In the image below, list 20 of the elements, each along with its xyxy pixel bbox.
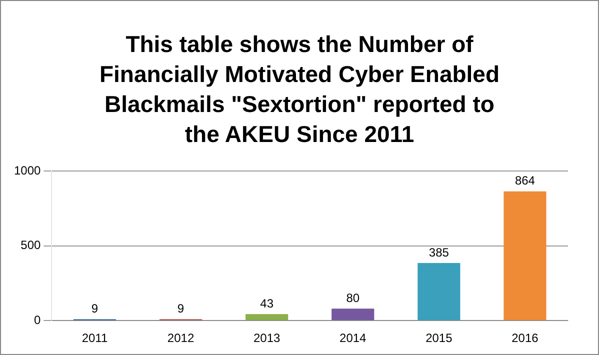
x-tick-label: 2011 [82, 331, 108, 346]
bar [504, 191, 546, 320]
data-label: 9 [177, 302, 184, 316]
bar [332, 308, 374, 320]
chart-title: This table shows the Number of Financially Motivated Cyber Enabled Blackmails "Sextortion" reported to the AKEU Since 2011 [98, 30, 501, 149]
data-label: 80 [346, 290, 360, 305]
x-tick-label: 2013 [253, 331, 280, 346]
y-tick-label: 1000 [14, 163, 42, 178]
bar [418, 263, 460, 320]
data-label: 9 [91, 302, 98, 316]
x-tick-label: 2015 [426, 331, 453, 346]
bar [246, 314, 288, 320]
x-tick-label: 2016 [512, 331, 539, 346]
x-tick-label: 2012 [167, 331, 194, 346]
data-label: 385 [428, 245, 450, 260]
y-tick-label: 0 [34, 312, 42, 327]
x-tick-label: 2014 [340, 331, 367, 346]
y-tick-label: 500 [20, 238, 42, 252]
data-label: 43 [260, 296, 274, 310]
data-label: 864 [514, 174, 536, 188]
